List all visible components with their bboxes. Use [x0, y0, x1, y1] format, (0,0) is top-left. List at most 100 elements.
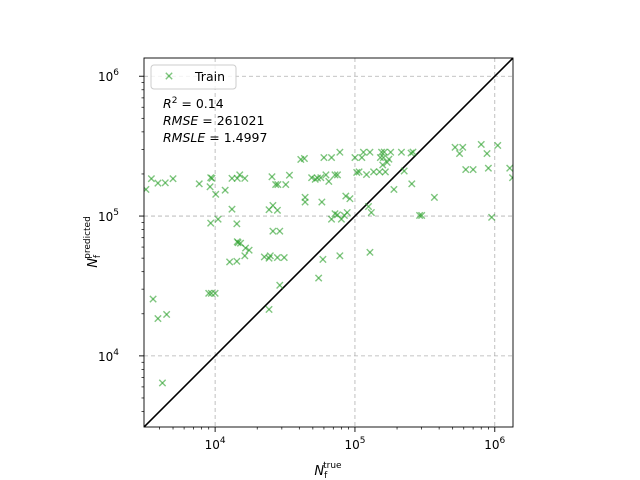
data-point [333, 171, 342, 179]
data-point [214, 215, 222, 223]
data-point [359, 148, 368, 156]
data-point [147, 174, 156, 183]
data-point [300, 154, 309, 163]
data-point [351, 153, 359, 162]
data-point [366, 148, 374, 156]
data-point [273, 253, 282, 262]
data-point [320, 153, 328, 162]
data-point [408, 180, 416, 188]
x-tick-label: 105 [344, 436, 365, 452]
data-point [376, 153, 385, 162]
data-point [346, 195, 354, 203]
data-point [207, 219, 215, 227]
data-point [274, 180, 282, 189]
data-point [260, 253, 269, 261]
data-point [358, 153, 366, 162]
data-point [369, 168, 378, 176]
data-point [494, 141, 502, 150]
data-point [205, 289, 213, 298]
data-point [409, 148, 417, 156]
data-point [144, 185, 150, 194]
data-point [228, 174, 236, 183]
data-point [211, 289, 219, 298]
legend-box [150, 64, 237, 90]
data-point [318, 198, 326, 206]
data-point [154, 179, 162, 187]
data-point [266, 252, 274, 260]
data-point [285, 171, 294, 179]
legend-marker [165, 72, 173, 80]
data-point [301, 198, 309, 206]
data-point [241, 244, 250, 252]
y-tick-label: 105 [98, 208, 119, 224]
data-point [273, 206, 282, 214]
data-point [158, 379, 167, 387]
stat-rmse: RMSE = 261021 [163, 113, 264, 128]
data-point [487, 213, 496, 221]
data-point [342, 192, 350, 200]
data-point [269, 227, 277, 235]
stats-annotation: R2 = 0.14 RMSE = 261021 RMSLE = 1.4997 [163, 96, 267, 145]
data-point [327, 153, 336, 162]
data-point [390, 185, 398, 194]
data-point [317, 174, 325, 182]
data-point [221, 186, 229, 194]
legend-label-train: Train [194, 69, 225, 84]
data-point [362, 170, 371, 179]
data-point [212, 190, 220, 199]
data-point [268, 173, 276, 181]
data-point [459, 143, 467, 152]
identity-line-group [144, 58, 513, 427]
data-point [364, 202, 373, 211]
data-point [331, 171, 339, 179]
data-point [469, 165, 477, 174]
data-point [367, 208, 376, 217]
data-point [149, 295, 157, 303]
data-point [483, 149, 491, 158]
x-tick-label: 104 [205, 436, 226, 452]
plot-frame [143, 57, 514, 428]
x-tick-label: 106 [484, 436, 505, 452]
data-point [233, 174, 241, 183]
data-point [233, 257, 241, 265]
data-point [377, 148, 386, 156]
data-point [241, 252, 249, 260]
data-point [234, 238, 242, 247]
data-point [233, 220, 241, 228]
data-point [385, 155, 393, 163]
data-point [366, 248, 374, 257]
data-point [336, 148, 344, 156]
data-point [195, 180, 203, 188]
data-point [327, 215, 336, 223]
data-point [400, 167, 408, 175]
data-point [169, 174, 177, 183]
data-point [271, 180, 280, 189]
data-point [336, 252, 344, 260]
data-point [451, 143, 459, 152]
data-points [144, 140, 513, 387]
data-point [206, 183, 214, 191]
data-point [162, 310, 171, 319]
data-point [430, 193, 439, 202]
data-point [379, 161, 387, 169]
data-point [375, 168, 384, 176]
data-point [455, 149, 464, 158]
data-point [353, 168, 361, 177]
data-point [265, 305, 273, 314]
data-point [154, 314, 162, 323]
data-point [484, 164, 493, 172]
data-point [397, 148, 406, 156]
data-point [386, 148, 395, 156]
data-point [276, 227, 284, 235]
x-axis-label: Nftrue [314, 461, 342, 480]
data-point [381, 168, 390, 176]
stat-r2: R2 = 0.14 [163, 96, 224, 111]
data-point [319, 255, 327, 264]
data-point [325, 177, 333, 186]
data-point [276, 281, 284, 289]
y-axis-label: Nfpredicted [83, 216, 103, 268]
data-point [506, 164, 513, 172]
data-point [477, 140, 485, 149]
